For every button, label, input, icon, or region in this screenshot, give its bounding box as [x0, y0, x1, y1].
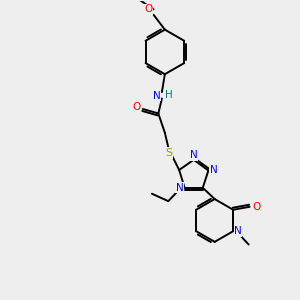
Text: O: O [132, 103, 140, 112]
Text: O: O [144, 4, 152, 14]
Text: N: N [153, 91, 161, 101]
Text: N: N [190, 150, 198, 160]
Text: N: N [210, 166, 217, 176]
Text: S: S [165, 148, 172, 158]
Text: O: O [252, 202, 260, 212]
Text: N: N [234, 226, 242, 236]
Text: N: N [176, 183, 183, 193]
Text: H: H [165, 90, 172, 100]
